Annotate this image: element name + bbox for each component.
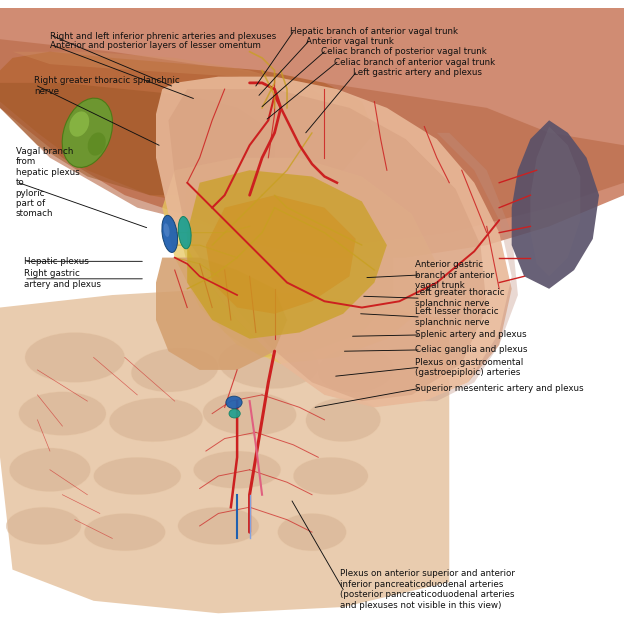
- Text: Left greater thoracic
splanchnic nerve: Left greater thoracic splanchnic nerve: [415, 289, 505, 308]
- Ellipse shape: [69, 111, 89, 137]
- Text: Anterior vagal trunk: Anterior vagal trunk: [306, 36, 394, 45]
- Ellipse shape: [94, 457, 181, 495]
- Polygon shape: [512, 120, 599, 289]
- Text: Left gastric artery and plexus: Left gastric artery and plexus: [353, 68, 482, 77]
- Ellipse shape: [229, 409, 240, 418]
- Ellipse shape: [293, 457, 368, 495]
- Ellipse shape: [193, 451, 281, 488]
- Text: Right gastric
artery and plexus: Right gastric artery and plexus: [24, 269, 100, 289]
- Ellipse shape: [87, 132, 106, 156]
- Ellipse shape: [218, 339, 318, 388]
- Text: Hepatic plexus: Hepatic plexus: [24, 257, 89, 266]
- Text: Celiac branch of anterior vagal trunk: Celiac branch of anterior vagal trunk: [334, 58, 495, 67]
- Polygon shape: [530, 127, 580, 276]
- Ellipse shape: [84, 513, 165, 551]
- Text: Right and left inferior phrenic arteries and plexuses: Right and left inferior phrenic arteries…: [50, 31, 276, 40]
- Polygon shape: [0, 8, 624, 257]
- Text: Vagal branch
from
hepatic plexus
to
pyloric
part of
stomach: Vagal branch from hepatic plexus to pylo…: [16, 147, 79, 218]
- Ellipse shape: [19, 392, 106, 435]
- Text: Left lesser thoracic
splanchnic nerve: Left lesser thoracic splanchnic nerve: [415, 307, 499, 326]
- Polygon shape: [156, 257, 287, 370]
- Ellipse shape: [178, 507, 259, 545]
- Text: Plexus on anterior superior and anterior
inferior pancreaticoduodenal arteries
(: Plexus on anterior superior and anterior…: [340, 570, 515, 610]
- Polygon shape: [0, 52, 374, 207]
- Polygon shape: [168, 89, 487, 401]
- Polygon shape: [187, 170, 387, 339]
- Polygon shape: [12, 52, 349, 114]
- Text: Hepatic branch of anterior vagal trunk: Hepatic branch of anterior vagal trunk: [290, 28, 458, 36]
- Ellipse shape: [203, 392, 296, 435]
- Polygon shape: [206, 195, 356, 314]
- Text: Right greater thoracic splanchnic
nerve: Right greater thoracic splanchnic nerve: [34, 76, 180, 96]
- Polygon shape: [0, 289, 449, 613]
- Text: Superior mesenteric artery and plexus: Superior mesenteric artery and plexus: [415, 384, 583, 393]
- Text: Anterior gastric
branch of anterior
vagal trunk: Anterior gastric branch of anterior vaga…: [415, 260, 494, 290]
- Polygon shape: [162, 157, 437, 364]
- Text: Celiac ganglia and plexus: Celiac ganglia and plexus: [415, 346, 527, 355]
- Ellipse shape: [178, 216, 191, 249]
- Polygon shape: [0, 39, 624, 245]
- Polygon shape: [156, 77, 512, 408]
- Text: Splenic artery and plexus: Splenic artery and plexus: [415, 330, 527, 339]
- Ellipse shape: [6, 507, 81, 545]
- Ellipse shape: [162, 215, 178, 252]
- Ellipse shape: [25, 333, 125, 383]
- Polygon shape: [0, 83, 275, 195]
- Text: Anterior and posterior layers of lesser omentum: Anterior and posterior layers of lesser …: [50, 41, 261, 50]
- Ellipse shape: [9, 448, 90, 492]
- Text: Plexus on gastroomental
(gastroepiploic) arteries: Plexus on gastroomental (gastroepiploic)…: [415, 358, 523, 377]
- Ellipse shape: [62, 98, 112, 168]
- Text: Celiac branch of posterior vagal trunk: Celiac branch of posterior vagal trunk: [321, 47, 487, 56]
- Ellipse shape: [163, 223, 170, 237]
- Polygon shape: [424, 132, 518, 401]
- Ellipse shape: [131, 348, 218, 392]
- Ellipse shape: [306, 398, 381, 442]
- Ellipse shape: [109, 398, 203, 442]
- Ellipse shape: [278, 513, 346, 551]
- Ellipse shape: [318, 348, 393, 392]
- Polygon shape: [181, 170, 393, 357]
- Ellipse shape: [226, 396, 242, 408]
